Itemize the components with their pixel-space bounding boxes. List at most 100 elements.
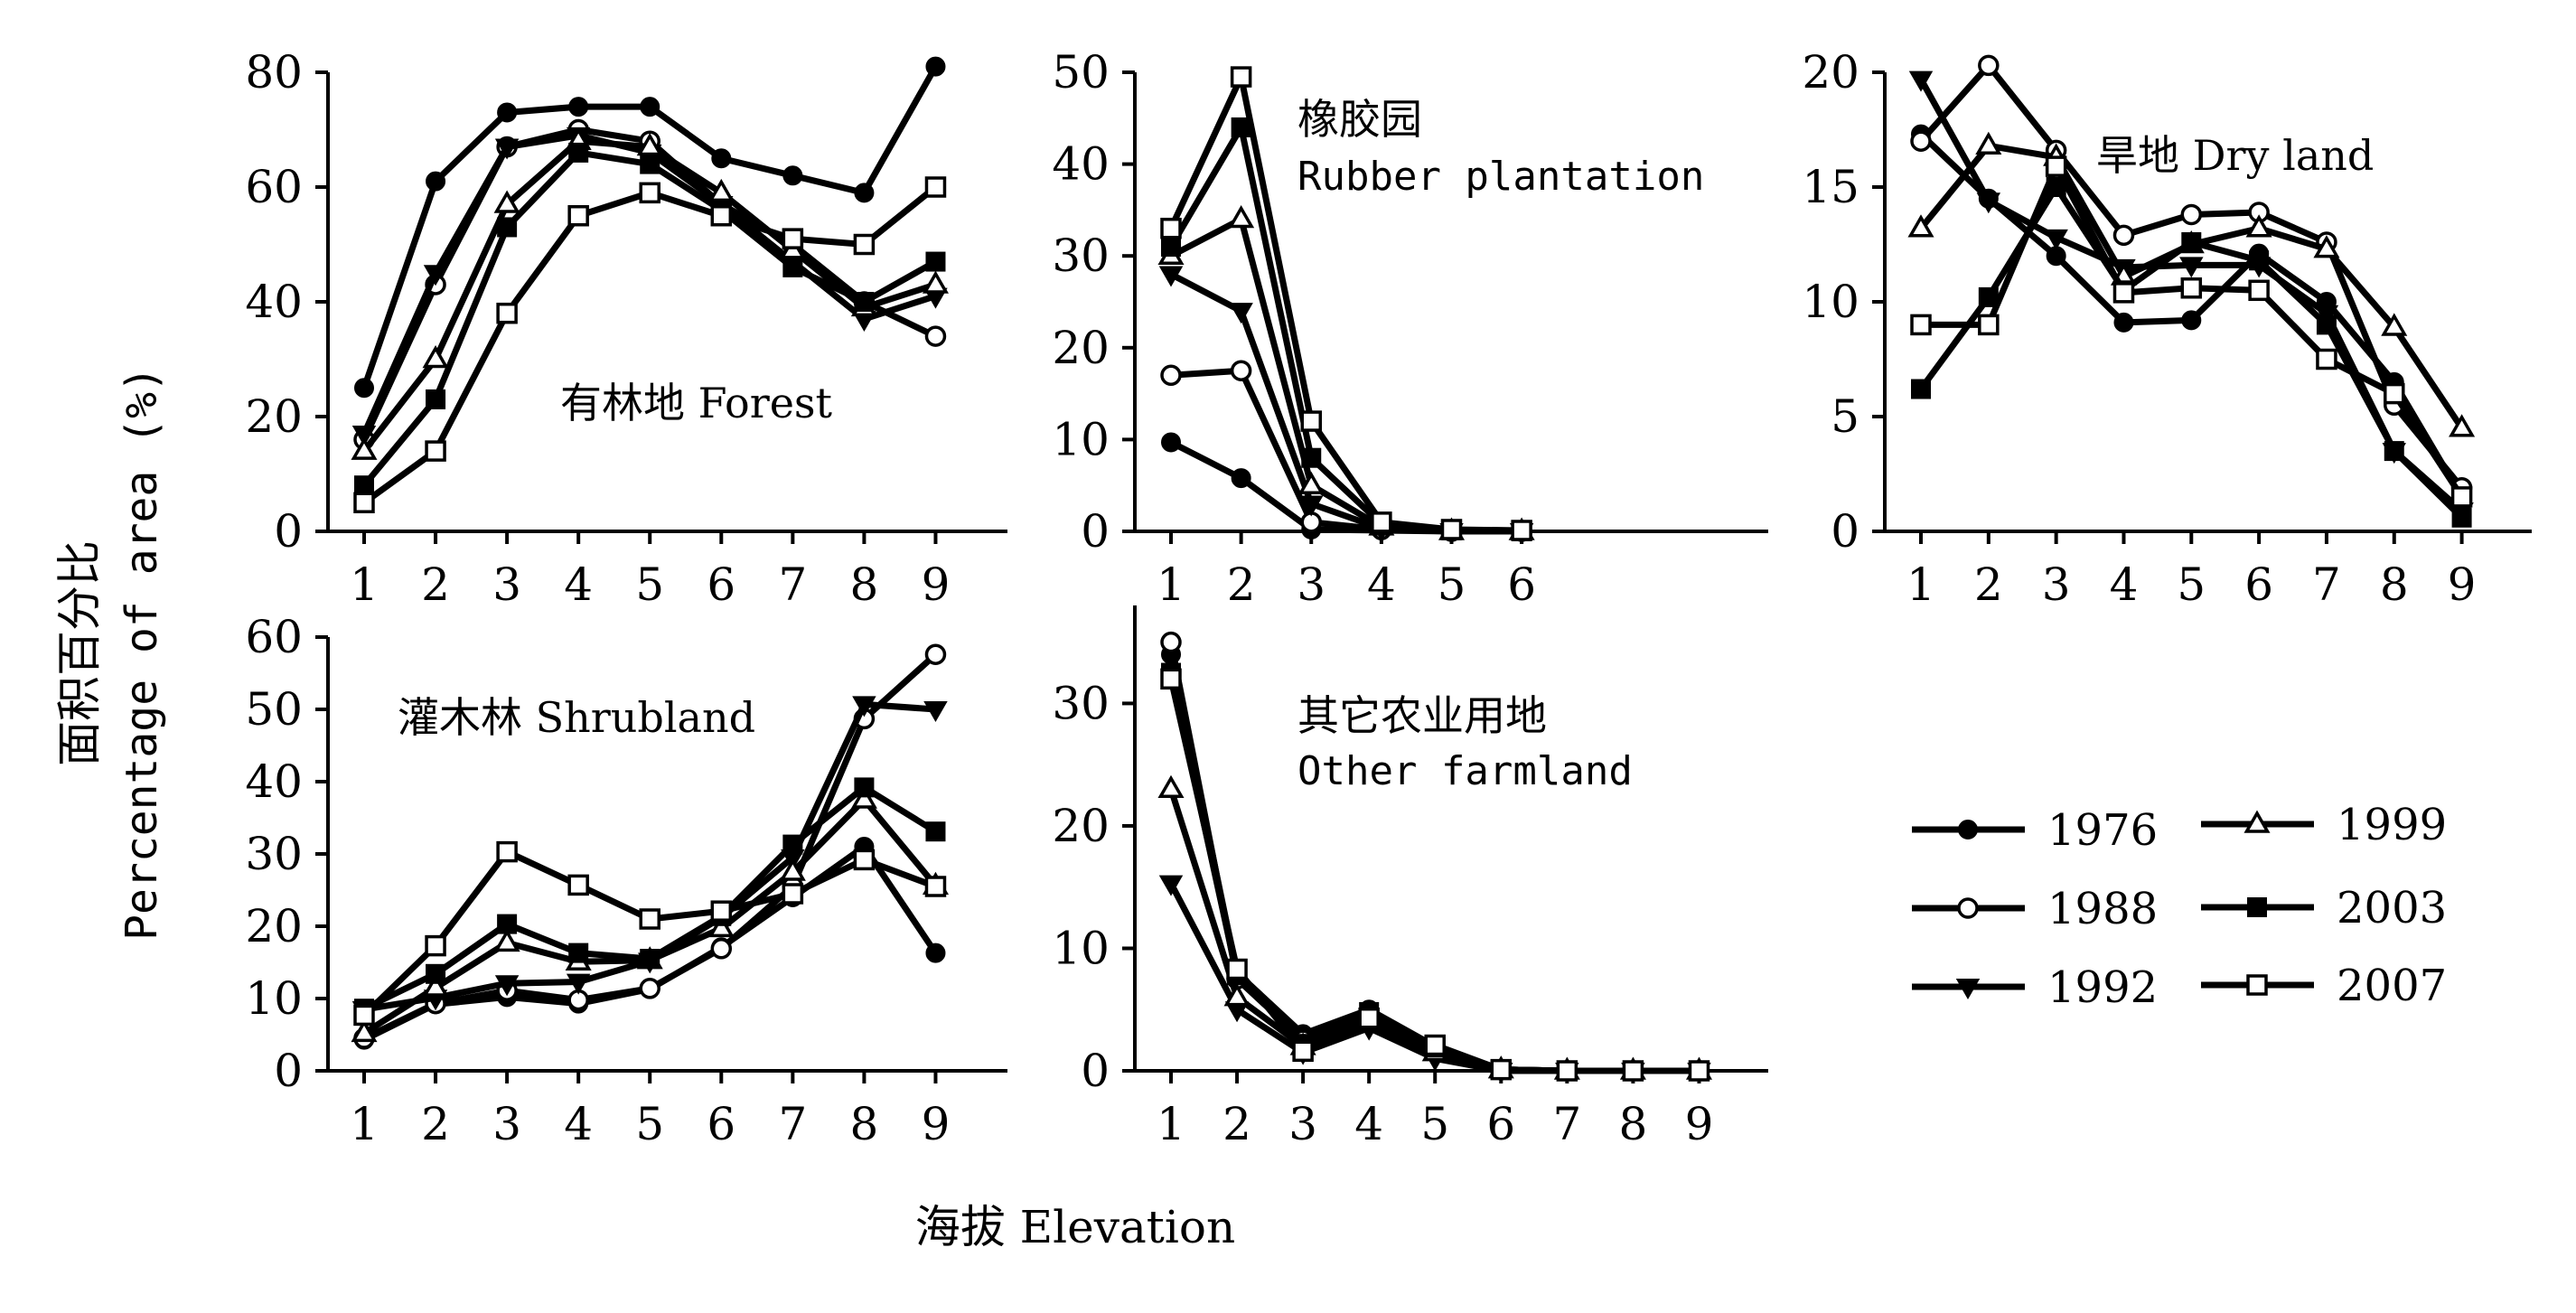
data-point-1988 <box>2112 224 2135 247</box>
data-point-1999 <box>1228 205 1255 229</box>
data-point-1999 <box>922 270 949 294</box>
data-point-2007 <box>496 840 518 863</box>
data-point-2007 <box>1160 217 1182 239</box>
x-tick-label: 7 <box>1552 1098 1581 1150</box>
data-point-2007 <box>782 228 804 249</box>
legend-marker-1976 <box>1958 820 1978 839</box>
data-point-2007 <box>425 934 446 957</box>
data-point-1999 <box>1297 471 1325 494</box>
legend-item-2007: 2007 <box>2201 961 2447 1011</box>
data-point-2007 <box>1440 519 1463 540</box>
panel-title: 旱地 Dry land <box>2096 131 2374 180</box>
data-point-2007 <box>2384 382 2405 405</box>
series-2003 <box>1911 177 2472 528</box>
x-tick-label: 1 <box>1906 558 1935 611</box>
data-point-2007 <box>639 182 660 204</box>
series-2003 <box>354 142 946 496</box>
data-point-1999 <box>1907 214 1934 238</box>
data-point-2003 <box>925 821 946 842</box>
x-tick-label: 6 <box>1486 1098 1515 1150</box>
data-point-1999 <box>351 1018 378 1043</box>
y-tick-label: 40 <box>1052 138 1110 191</box>
series-1992 <box>1158 266 1534 545</box>
data-point-2007 <box>710 900 733 922</box>
x-tick-label: 2 <box>1222 1098 1251 1150</box>
data-point-1988 <box>1160 364 1182 387</box>
data-point-1992 <box>1158 266 1184 287</box>
x-tick-label: 6 <box>1507 558 1536 611</box>
data-point-2003 <box>925 251 946 272</box>
legend-marker-2007 <box>2246 974 2268 996</box>
legend-label: 2003 <box>2337 883 2447 933</box>
y-tick-label: 0 <box>1081 505 1110 558</box>
data-point-2003 <box>854 777 875 798</box>
panel-subtitle: Other farmland <box>1297 748 1633 794</box>
x-tick-label: 5 <box>635 1098 664 1150</box>
y-tick-label: 50 <box>1052 46 1110 98</box>
data-point-2007 <box>1226 958 1248 980</box>
data-point-1992 <box>351 426 377 447</box>
data-point-2003 <box>568 943 589 963</box>
data-point-2007 <box>639 908 660 930</box>
series-1999 <box>1157 774 1712 1080</box>
data-point-2007 <box>1622 1060 1644 1082</box>
data-point-2003 <box>568 142 589 163</box>
legend: 1976 1999 1988 2003 1992 2007 <box>1912 800 2447 1013</box>
y-tick-label: 60 <box>245 611 303 663</box>
shared-y-axis-title: 面积百分比 Percentage of area (%) <box>53 366 167 941</box>
x-tick-label: 2 <box>421 1098 450 1150</box>
data-point-1992 <box>1299 495 1324 517</box>
data-point-1999 <box>1223 983 1251 1007</box>
y-tick-label: 50 <box>245 683 303 736</box>
series-line-1976 <box>362 843 939 1043</box>
data-point-2007 <box>1230 66 1252 88</box>
data-point-1976 <box>1161 432 1181 453</box>
legend-label: 1992 <box>2047 962 2158 1013</box>
data-point-2007 <box>1556 1060 1578 1082</box>
data-point-1999 <box>2313 235 2340 258</box>
x-tick-label: 4 <box>1367 558 1396 611</box>
data-point-1988 <box>1910 130 1932 152</box>
data-point-1988 <box>924 325 947 347</box>
x-tick-label: 5 <box>2177 558 2206 611</box>
data-point-2003 <box>2316 314 2337 335</box>
x-tick-label: 2 <box>421 558 450 611</box>
data-point-2003 <box>1911 379 1931 399</box>
x-tick-label: 2 <box>1227 558 1256 611</box>
x-tick-label: 9 <box>922 1098 951 1150</box>
x-tick-label: 1 <box>1157 558 1185 611</box>
panel-title: 其它农业用地 <box>1297 691 1547 740</box>
data-point-1992 <box>423 265 448 286</box>
x-tick-label: 9 <box>922 558 951 611</box>
y-tick-label: 0 <box>274 1045 303 1097</box>
x-tick-label: 4 <box>1354 1098 1383 1150</box>
panel-title: 有林地 Forest <box>560 379 833 427</box>
y-tick-label: 0 <box>1831 505 1859 558</box>
data-point-2003 <box>1161 237 1181 258</box>
data-point-1999 <box>850 785 877 809</box>
legend-item-1992: 1992 <box>1912 962 2158 1013</box>
legend-marker-1988 <box>1957 897 1979 919</box>
x-tick-label: 1 <box>350 1098 379 1150</box>
data-point-1976 <box>925 943 946 963</box>
series-2007 <box>1910 155 2473 508</box>
data-point-2003 <box>854 292 875 312</box>
data-point-2007 <box>853 849 876 871</box>
legend-item-1999: 1999 <box>2201 800 2447 850</box>
data-point-1976 <box>1231 468 1251 489</box>
y-tick-label: 10 <box>1802 276 1859 328</box>
x-tick-label: 8 <box>2380 558 2409 611</box>
series-1976 <box>354 56 946 399</box>
data-point-2007 <box>2316 348 2337 370</box>
data-point-2003 <box>497 914 518 934</box>
x-tick-label: 4 <box>564 1098 593 1150</box>
data-point-1992 <box>2179 257 2204 278</box>
x-tick-label: 5 <box>635 558 664 611</box>
x-tick-label: 1 <box>1157 1098 1185 1150</box>
data-point-2003 <box>426 389 446 409</box>
data-point-2007 <box>1160 668 1182 690</box>
x-tick-label: 4 <box>2110 558 2139 611</box>
series-line-2007 <box>1167 73 1522 534</box>
data-point-2003 <box>426 963 446 984</box>
